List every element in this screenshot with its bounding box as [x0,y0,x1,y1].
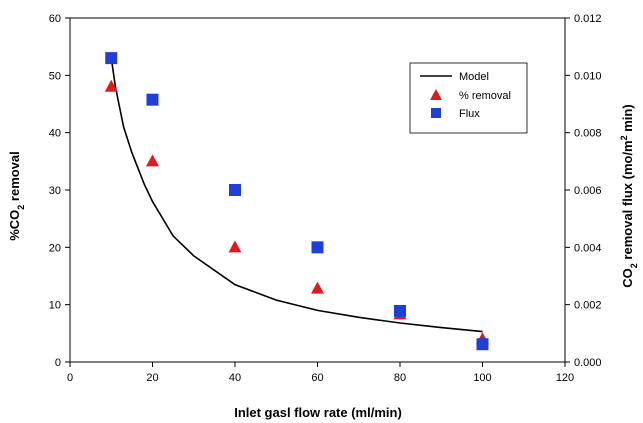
y-axis-left-title: %CO2 removal [7,151,26,241]
legend: Model % removal Flux [409,62,528,134]
x-axis-title: Inlet gasl flow rate (ml/min) [234,405,402,420]
removal-point [104,79,118,92]
y-right-tick-label: 0.010 [574,70,602,82]
legend-label-removal: % removal [459,90,511,102]
y-right-tick-label: 0.002 [574,300,602,312]
x-tick-label: 40 [229,372,241,384]
legend-label-flux: Flux [459,108,480,120]
flux-point [311,241,324,254]
y-left-tick-label: 60 [49,13,61,25]
removal-point [228,240,242,253]
flux-point [105,52,118,65]
model-line [110,57,483,333]
y-axis-right-title: CO2 removal flux (mo/m2 min) [619,104,639,287]
y-right-tick-label: 0.000 [574,357,602,369]
legend-marker-removal [430,89,442,100]
flux-point [229,184,241,196]
plot-area [104,52,489,351]
removal-point [146,154,159,167]
y-left-tick-label: 40 [49,128,61,140]
y-left-tick-label: 10 [49,300,61,312]
x-tick-label: 20 [146,372,158,384]
y-left-tick-label: 30 [49,185,61,197]
legend-marker-flux [431,108,441,118]
removal-point [311,281,324,294]
legend-frame [409,62,528,134]
flux-point [146,93,159,106]
y-right-tick-label: 0.004 [574,242,602,254]
flux-point [476,338,489,351]
flux-point [394,304,406,317]
y-right-tick-label: 0.006 [574,185,602,197]
axes: 0 20 40 60 80 100 120 0 10 20 30 40 50 60 0.000 0.002 0.… [49,13,602,384]
x-tick-label: 60 [311,372,323,384]
x-tick-label: 0 [67,372,73,384]
x-tick-label: 120 [556,372,574,384]
x-tick-label: 100 [473,372,491,384]
legend-label-model: Model [459,71,489,83]
y-left-tick-label: 50 [49,70,61,82]
y-right-tick-label: 0.008 [574,128,602,140]
y-left-tick-label: 20 [49,242,61,254]
y-left-tick-label: 0 [55,357,61,369]
x-tick-label: 80 [394,372,406,384]
y-right-tick-label: 0.012 [574,13,602,25]
